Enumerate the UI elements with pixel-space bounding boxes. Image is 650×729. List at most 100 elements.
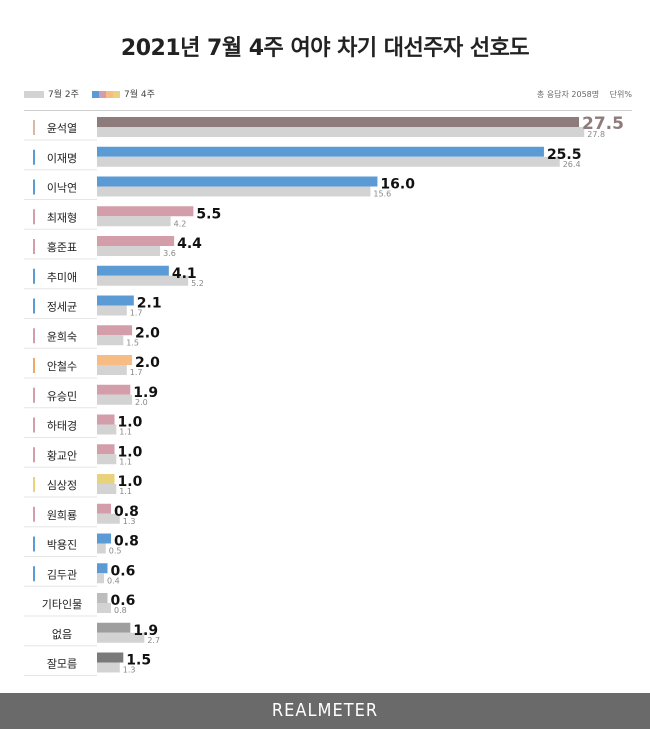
row-13-party-tag <box>33 477 35 492</box>
row-15-party-tag <box>33 536 35 552</box>
bar-current <box>97 563 108 574</box>
data-label-current: 0.6 <box>111 593 136 609</box>
row-14-party-tag <box>33 506 35 522</box>
bar-current <box>97 414 115 425</box>
category-label: 홍준표 <box>47 240 77 254</box>
row-16-party-tag <box>33 566 35 582</box>
data-label-previous: 1.3 <box>123 517 136 526</box>
row-9-party-tag <box>33 358 35 373</box>
bar-current <box>97 265 169 276</box>
data-label-previous: 3.6 <box>163 249 176 258</box>
data-label-current: 0.8 <box>114 534 139 550</box>
category-label: 이재명 <box>47 152 77 165</box>
row-2-party-tag <box>33 149 35 165</box>
bar-current <box>97 384 131 395</box>
bar-current <box>97 236 175 246</box>
row-12-party-tag <box>33 447 35 463</box>
bar-current <box>97 533 112 544</box>
data-label-previous: 27.8 <box>587 130 605 139</box>
bar-current <box>97 206 194 217</box>
bar-current <box>97 652 124 663</box>
data-label-previous: 4.2 <box>174 219 187 228</box>
bar-previous <box>97 484 117 494</box>
data-label-current: 27.5 <box>582 114 624 134</box>
category-label: 박용진 <box>47 539 77 552</box>
category-label: 안철수 <box>47 360 77 373</box>
row-4-party-tag <box>33 209 35 225</box>
bar-previous <box>97 335 124 346</box>
data-label-current: 1.0 <box>118 474 143 490</box>
category-label: 김두관 <box>47 568 77 581</box>
data-label-current: 4.1 <box>172 266 197 282</box>
row-8-party-tag <box>33 328 35 344</box>
data-label-previous: 0.5 <box>109 547 122 556</box>
bar-previous <box>97 513 120 524</box>
data-label-current: 1.9 <box>133 623 158 639</box>
data-label-current: 0.6 <box>111 563 136 579</box>
data-label-current: 2.0 <box>135 325 160 341</box>
data-label-current: 1.0 <box>118 415 143 431</box>
bar-previous <box>97 394 133 405</box>
bar-previous <box>97 603 112 613</box>
data-label-previous: 1.1 <box>119 457 132 466</box>
category-label: 최재형 <box>47 211 77 224</box>
category-label: 이낙연 <box>47 182 77 195</box>
data-label-previous: 15.6 <box>373 190 391 199</box>
row-6-party-tag <box>33 268 35 284</box>
footer-brand: REALMETER <box>0 693 650 729</box>
bar-current <box>97 503 112 514</box>
category-label: 유승민 <box>47 390 77 403</box>
data-label-current: 1.9 <box>133 385 158 401</box>
category-label: 윤석열 <box>47 122 77 135</box>
row-1-party-tag <box>33 120 35 135</box>
legend-swatch-previous <box>24 91 44 98</box>
bar-current <box>97 444 115 455</box>
category-label: 하태경 <box>47 419 77 433</box>
bar-previous <box>97 365 127 375</box>
bar-current <box>97 593 108 603</box>
bar-current <box>97 117 579 127</box>
bar-previous <box>97 275 189 286</box>
legend-label-previous: 7월 2주 <box>48 90 79 100</box>
data-label-previous: 0.4 <box>107 576 120 585</box>
bar-previous <box>97 305 127 316</box>
chart-title: 2021년 7월 4주 여야 차기 대선주자 선호도 <box>120 36 530 61</box>
data-label-current: 0.8 <box>114 504 139 520</box>
bar-current <box>97 295 134 306</box>
bar-current <box>97 474 115 484</box>
bar-current <box>97 355 133 365</box>
data-label-current: 25.5 <box>547 147 582 163</box>
row-3-party-tag <box>33 179 35 195</box>
data-label-current: 1.5 <box>126 653 151 669</box>
data-label-current: 2.0 <box>135 355 160 371</box>
data-label-current: 4.4 <box>177 236 202 252</box>
category-label: 황교안 <box>47 449 77 462</box>
data-label-current: 16.0 <box>380 177 415 193</box>
bar-previous <box>97 662 120 673</box>
bar-previous <box>97 216 171 227</box>
bar-previous <box>97 543 106 554</box>
data-label-previous: 0.8 <box>114 606 127 615</box>
category-label: 심상정 <box>47 479 77 492</box>
category-label: 잘모름 <box>47 658 77 671</box>
data-label-current: 1.0 <box>118 444 143 460</box>
row-11-party-tag <box>33 417 35 433</box>
bar-current <box>97 622 131 633</box>
data-label-previous: 1.3 <box>123 666 136 675</box>
row-7-party-tag <box>33 298 35 314</box>
row-10-party-tag <box>33 387 35 403</box>
bar-current <box>97 325 133 336</box>
bar-previous <box>97 424 117 435</box>
bar-previous <box>97 573 105 584</box>
data-label-previous: 2.7 <box>147 636 160 645</box>
bar-previous <box>97 156 560 167</box>
data-label-previous: 1.7 <box>130 368 143 377</box>
category-label: 추미애 <box>47 271 77 284</box>
chart-meta: 총 응답자 2058명 단위% <box>529 88 632 102</box>
bar-previous <box>97 186 371 197</box>
category-label: 정세균 <box>47 301 77 314</box>
legend-swatch-current <box>92 91 120 98</box>
category-label: 없음 <box>52 628 72 641</box>
data-label-previous: 5.2 <box>191 279 204 288</box>
bar-current <box>97 146 544 157</box>
